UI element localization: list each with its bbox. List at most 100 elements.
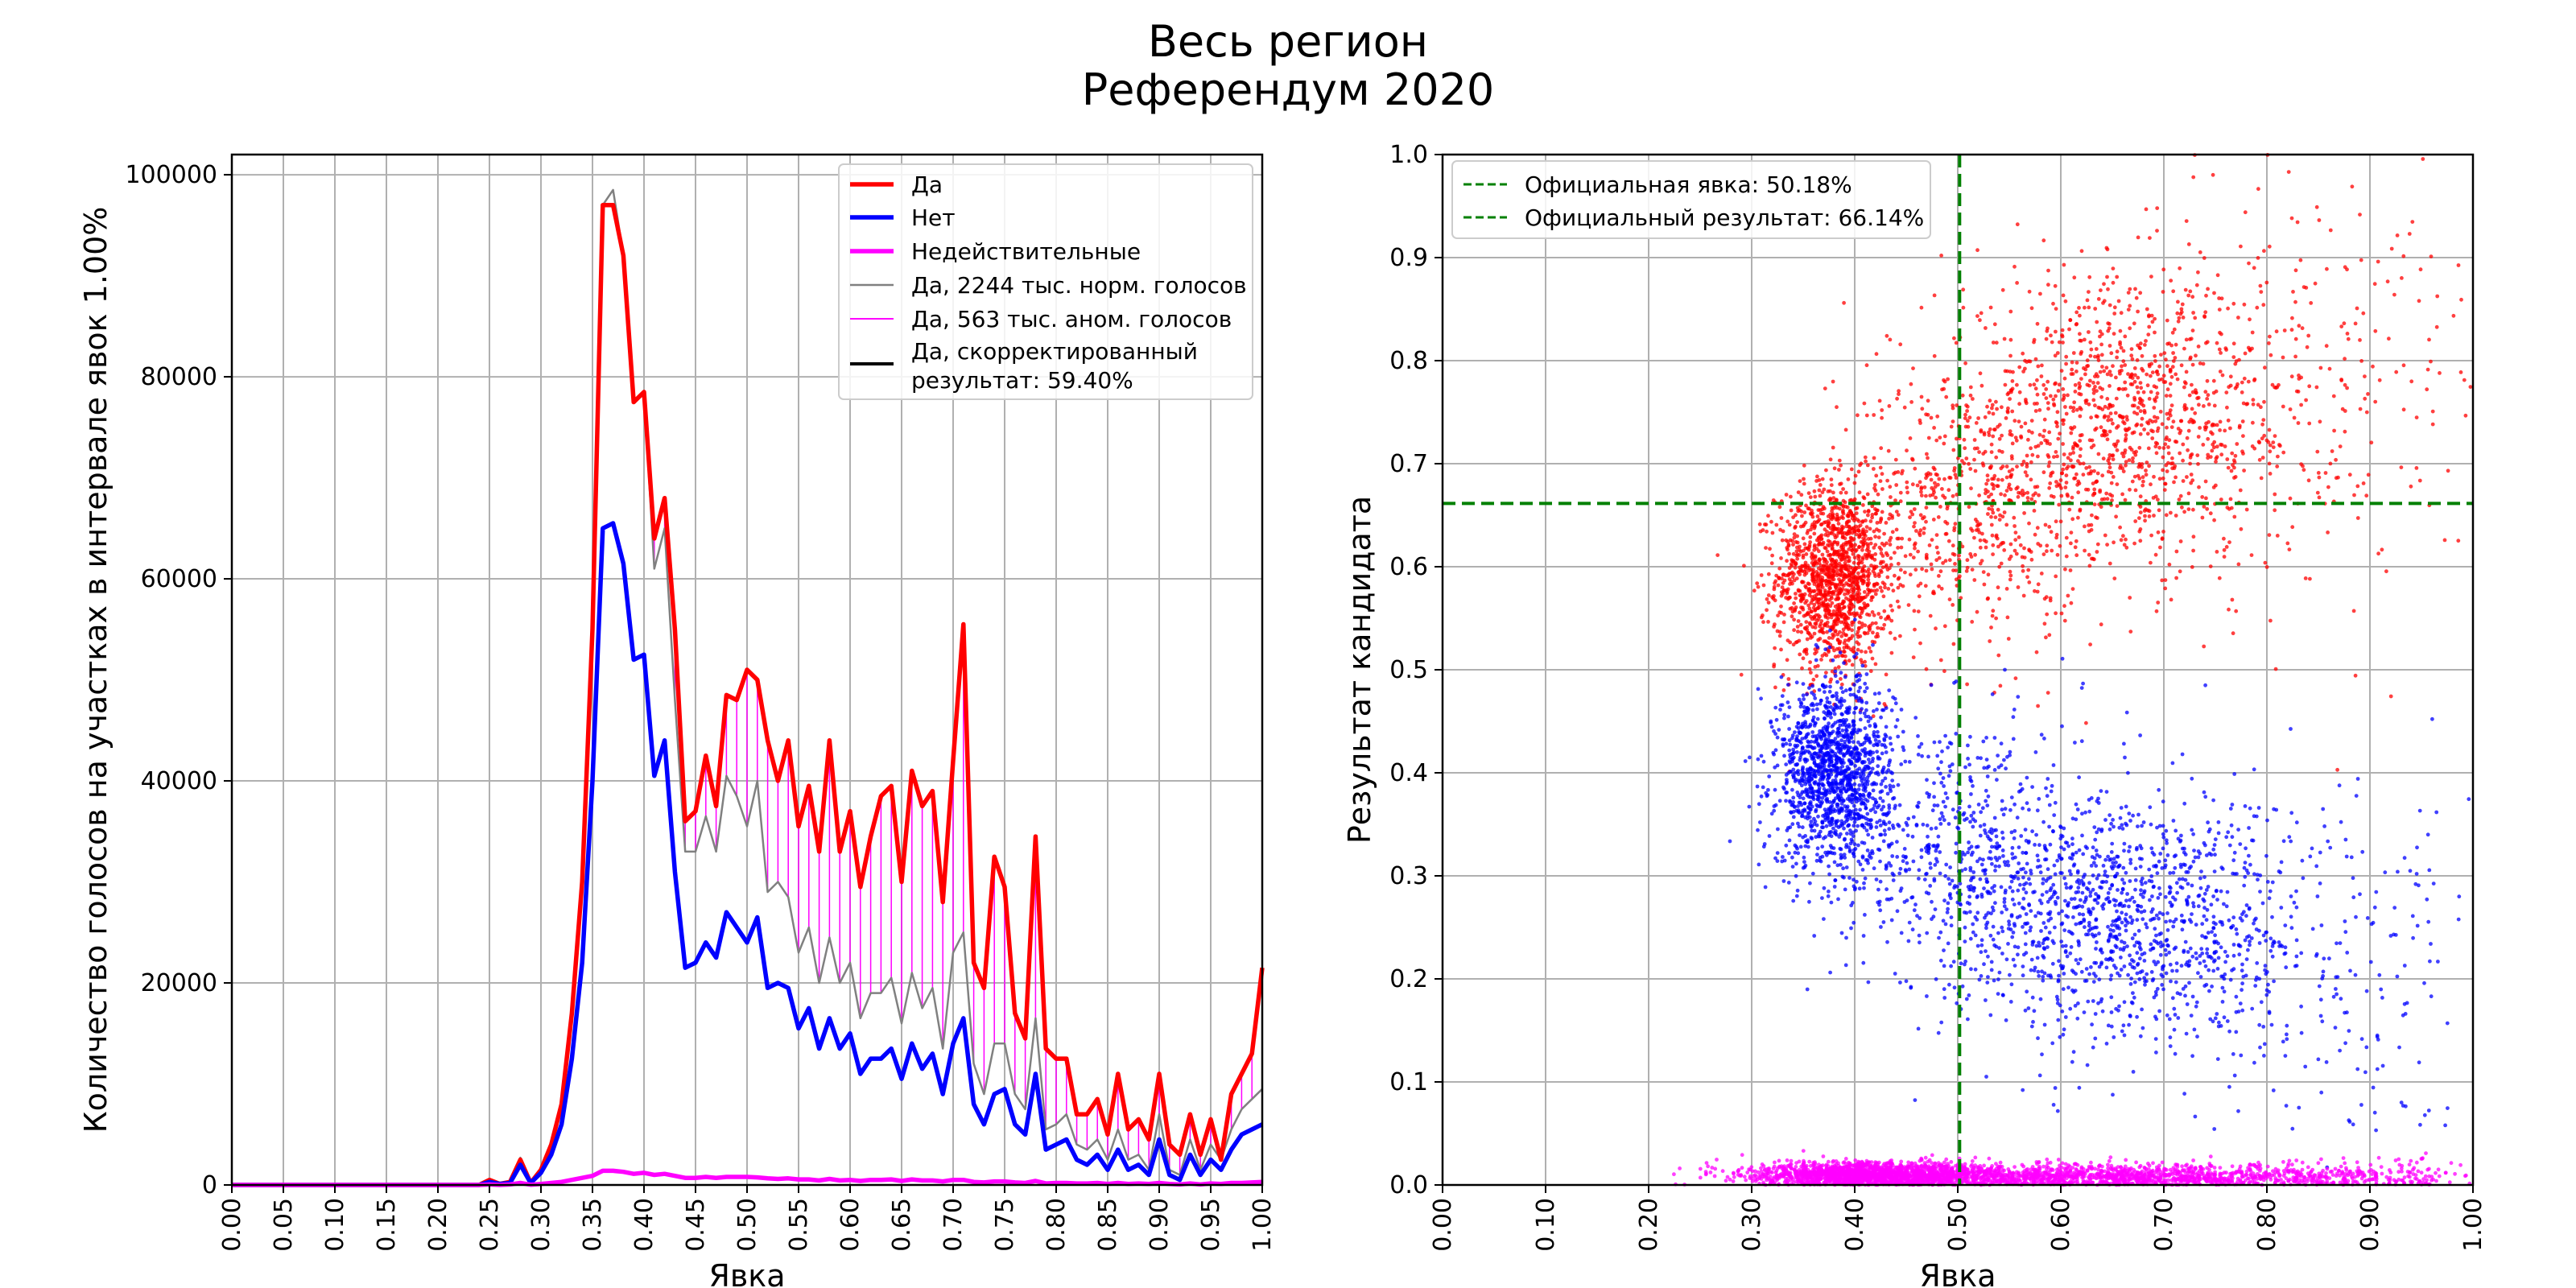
scatter-point	[1830, 547, 1835, 551]
scatter-point	[2458, 370, 2463, 374]
scatter-point	[1820, 585, 1825, 589]
scatter-point	[2099, 433, 2104, 438]
scatter-point	[1843, 887, 1847, 892]
scatter-point	[2132, 366, 2137, 370]
scatter-point	[2048, 442, 2052, 446]
scatter-point	[1847, 547, 1852, 551]
scatter-point	[2324, 344, 2329, 349]
scatter-point	[1843, 564, 1848, 568]
scatter-point	[1787, 727, 1792, 731]
scatter-point	[1857, 792, 1862, 797]
scatter-point	[1924, 493, 1928, 498]
scatter-point	[2178, 569, 2182, 574]
left-x-tick-label: 0.75	[991, 1198, 1019, 1252]
scatter-point	[1863, 623, 1868, 628]
scatter-point	[2456, 539, 2461, 543]
scatter-point	[1993, 515, 1998, 519]
scatter-point	[1961, 287, 1966, 292]
scatter-point	[1808, 495, 1813, 499]
scatter-point	[2339, 378, 2344, 382]
scatter-point	[1997, 597, 2002, 601]
scatter-point	[1872, 482, 1877, 487]
scatter-point	[2054, 394, 2058, 398]
scatter-point	[1907, 537, 1912, 542]
scatter-point	[1905, 485, 1909, 490]
scatter-point	[2091, 381, 2095, 385]
scatter-point	[2208, 511, 2213, 516]
scatter-point	[1773, 748, 1778, 753]
scatter-point	[1800, 605, 1805, 610]
scatter-point	[1986, 954, 1990, 959]
scatter-point	[2144, 207, 2149, 212]
scatter-point	[1848, 832, 1853, 836]
scatter-point	[1987, 411, 1992, 415]
scatter-point	[2153, 440, 2158, 445]
scatter-point	[2079, 352, 2083, 356]
scatter-point	[1951, 551, 1955, 556]
scatter-point	[2147, 324, 2152, 329]
scatter-point	[1854, 528, 1859, 532]
scatter-point	[1810, 708, 1815, 712]
scatter-point	[1769, 561, 1774, 566]
scatter-point	[2359, 258, 2363, 262]
scatter-point	[1848, 841, 1853, 846]
points-no	[1728, 617, 2471, 1174]
scatter-point	[2035, 401, 2039, 406]
scatter-point	[1847, 511, 1852, 516]
scatter-point	[2000, 450, 2004, 454]
scatter-point	[1893, 498, 1897, 502]
scatter-point	[1795, 540, 1800, 545]
scatter-point	[1812, 547, 1817, 552]
scatter-point	[1924, 667, 1929, 671]
scatter-point	[1963, 412, 1967, 417]
scatter-point	[1766, 601, 1771, 605]
scatter-point	[1884, 750, 1889, 754]
scatter-point	[1907, 867, 1912, 872]
scatter-point	[2054, 381, 2058, 386]
scatter-point	[1972, 578, 1977, 582]
scatter-point	[1785, 546, 1790, 550]
scatter-point	[1852, 654, 1856, 659]
scatter-point	[2025, 473, 2029, 478]
scatter-point	[2006, 485, 2011, 489]
scatter-point	[1801, 865, 1806, 870]
scatter-point	[1820, 825, 1824, 830]
scatter-point	[1812, 828, 1817, 833]
scatter-point	[2263, 365, 2267, 370]
scatter-point	[2288, 407, 2293, 411]
scatter-point	[2120, 415, 2125, 420]
scatter-point	[1918, 528, 1923, 533]
scatter-point	[1802, 572, 1807, 577]
scatter-point	[2259, 476, 2264, 481]
scatter-point	[1953, 522, 1958, 526]
scatter-point	[2264, 565, 2269, 569]
scatter-point	[2036, 582, 2041, 587]
scatter-point	[1777, 505, 1782, 510]
scatter-point	[1795, 534, 1800, 539]
scatter-point	[1894, 483, 1899, 487]
scatter-point	[1777, 566, 1782, 571]
scatter-point	[1916, 609, 1921, 613]
scatter-point	[2017, 490, 2021, 495]
scatter-point	[2069, 601, 2074, 605]
scatter-point	[1825, 549, 1830, 554]
scatter-point	[1835, 583, 1840, 587]
scatter-point	[2071, 406, 2076, 410]
scatter-point	[2044, 595, 2049, 600]
scatter-point	[1826, 713, 1830, 718]
scatter-point	[2115, 504, 2120, 508]
scatter-point	[2029, 497, 2034, 502]
scatter-point	[2044, 336, 2049, 341]
scatter-point	[2069, 541, 2073, 546]
scatter-point	[2003, 493, 2007, 497]
scatter-point	[1830, 509, 1835, 514]
scatter-point	[1859, 658, 1864, 663]
scatter-point	[1908, 572, 1913, 577]
scatter-point	[2183, 381, 2188, 386]
scatter-point	[1850, 797, 1855, 802]
scatter-point	[1978, 538, 1983, 543]
scatter-point	[2057, 340, 2062, 345]
scatter-point	[2237, 425, 2242, 430]
scatter-point	[2007, 469, 2012, 473]
scatter-point	[1829, 834, 1834, 839]
